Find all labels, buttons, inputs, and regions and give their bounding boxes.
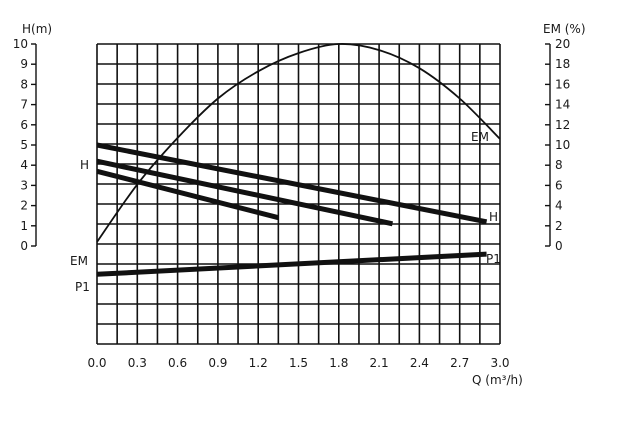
x-axis-tick-label: 0.6 [168, 356, 187, 370]
y-axis-right-tick-label: 0 [555, 239, 563, 253]
y-axis-right-tick-label: 18 [555, 57, 570, 71]
y-axis-right-tick-label: 4 [555, 199, 563, 213]
series-curve-2 [96, 168, 280, 221]
curve-label-left-p1: P1 [75, 280, 90, 294]
y-axis-left-tick-label: 0 [20, 239, 28, 253]
y-axis-right-tick-label: 8 [555, 158, 563, 172]
y-axis-left-tick-label: 5 [20, 138, 28, 152]
x-axis-tick-label: 0.0 [87, 356, 106, 370]
series-curve-1 [96, 158, 394, 227]
curve-label-left-h: H [80, 158, 89, 172]
left-axis-ticks: 0 1 2 3 4 5 6 7 8 9 10 [13, 37, 37, 253]
y-axis-left-tick-label: 4 [20, 158, 28, 172]
y-axis-left-tick-label: 1 [20, 219, 28, 233]
y-axis-left-tick-label: 6 [20, 118, 28, 132]
series-curve-4 [96, 251, 487, 277]
x-axis-tick-label: 2.4 [410, 356, 429, 370]
x-axis-title: Q (m³/h) [472, 373, 523, 387]
series-curve-3 [96, 43, 501, 243]
x-axis-tick-label: 1.2 [249, 356, 268, 370]
y-axis-left-tick-label: 2 [20, 199, 28, 213]
x-axis-tick-label: 0.3 [128, 356, 147, 370]
chart-curves [96, 43, 501, 277]
y-axis-left-title: H(m) [22, 22, 52, 36]
curve-label-right-em: EM [471, 130, 489, 144]
curve-label-left-em: EM [70, 254, 88, 268]
y-axis-right-tick-label: 6 [555, 178, 563, 192]
x-axis-ticks: 0.0 0.3 0.6 0.9 1.2 1.5 1.8 2.1 2.4 2.7 3.0 [87, 356, 509, 370]
x-axis-tick-label: 1.8 [329, 356, 348, 370]
curve-label-right-h: H [489, 210, 498, 224]
curve-label-right-p1: P1 [486, 252, 501, 266]
x-axis-tick-label: 2.7 [450, 356, 469, 370]
y-axis-left-tick-label: 8 [20, 77, 28, 91]
x-axis-tick-label: 2.1 [370, 356, 389, 370]
y-axis-right-title: EM (%) [543, 22, 586, 36]
series-curve-0 [96, 142, 488, 225]
y-axis-right-tick-label: 20 [555, 37, 570, 51]
y-axis-left-tick-label: 10 [13, 37, 28, 51]
x-axis-tick-label: 1.5 [289, 356, 308, 370]
y-axis-left-tick-label: 3 [20, 178, 28, 192]
chart-grid [96, 43, 501, 345]
y-axis-left-tick-label: 7 [20, 98, 28, 112]
y-axis-right-tick-label: 2 [555, 219, 563, 233]
right-axis-ticks: 0 2 4 6 8 10 12 14 16 18 20 [545, 37, 570, 253]
y-axis-left-tick-label: 9 [20, 57, 28, 71]
y-axis-right-tick-label: 14 [555, 98, 570, 112]
y-axis-right-tick-label: 16 [555, 77, 570, 91]
x-axis-tick-label: 3.0 [490, 356, 509, 370]
x-axis-tick-label: 0.9 [208, 356, 227, 370]
y-axis-right-tick-label: 10 [555, 138, 570, 152]
y-axis-right-tick-label: 12 [555, 118, 570, 132]
